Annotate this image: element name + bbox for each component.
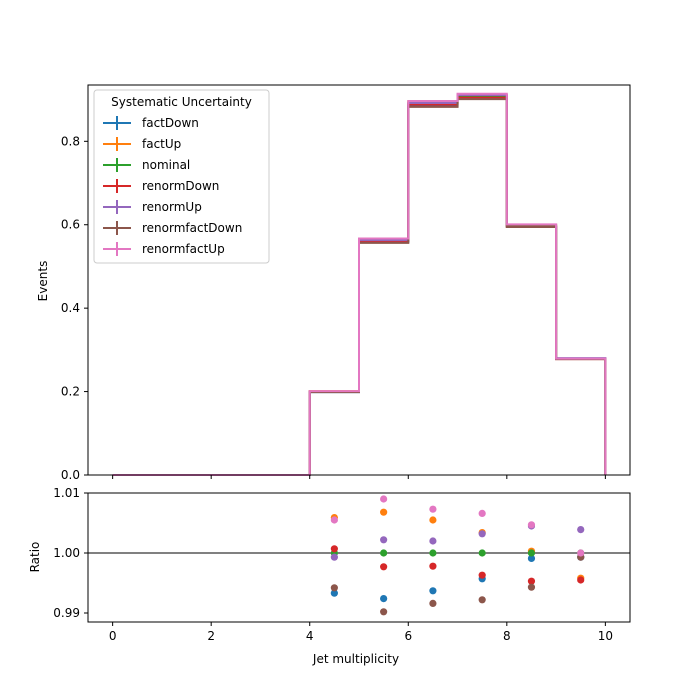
x-tick-label: 10: [598, 629, 613, 643]
ratio-point-renormfactUp: [478, 509, 486, 517]
ratio-point-renormfactUp: [577, 549, 585, 557]
x-tick-label: 0: [109, 629, 117, 643]
legend-label: renormUp: [142, 200, 202, 214]
ratio-point-renormfactDown: [527, 583, 536, 591]
ratio-point-nominal: [478, 549, 486, 557]
main-y-tick-label: 0.0: [61, 468, 80, 482]
main-y-tick-label: 0.8: [61, 134, 80, 148]
legend-item-factDown: factDown: [103, 116, 199, 130]
legend-label: renormDown: [142, 179, 219, 193]
ratio-point-factDown: [527, 554, 536, 563]
legend-box: [93, 89, 270, 264]
legend-label: renormfactUp: [142, 242, 225, 256]
legend-item-factUp: factUp: [103, 137, 181, 151]
ratio-point-renormDown: [478, 571, 486, 579]
ratio-point-factUp: [380, 508, 388, 516]
ratio-point-renormfactUp: [429, 505, 437, 513]
ratio-point-renormUp: [380, 536, 388, 544]
ratio-plot-frame: [87, 492, 631, 623]
legend-item-renormfactUp: renormfactUp: [103, 242, 225, 256]
ratio-y-tick-label: 0.99: [53, 606, 80, 620]
legend-label: renormfactDown: [142, 221, 242, 235]
legend: Systematic Uncertainty factDown factUp nomi…: [93, 89, 270, 264]
legend-label: factUp: [142, 137, 181, 151]
ratio-point-renormUp: [478, 530, 486, 538]
legend-item-nominal: nominal: [103, 158, 190, 172]
x-tick-label: 2: [207, 629, 215, 643]
ratio-point-factDown: [330, 589, 338, 597]
ratio-point-nominal: [527, 549, 536, 557]
ratio-point-renormfactDown: [478, 596, 486, 604]
legend-title: Systematic Uncertainty: [111, 95, 252, 109]
main-y-tick-label: 0.6: [61, 218, 80, 232]
x-tick-label: 6: [404, 629, 412, 643]
legend-label: nominal: [142, 158, 190, 172]
ratio-y-axis-label: Ratio: [28, 542, 42, 573]
legend-label: factDown: [142, 116, 199, 130]
ratio-point-factUp: [429, 516, 437, 524]
x-tick-label: 8: [503, 629, 511, 643]
ratio-point-factDown: [380, 595, 388, 603]
x-axis-label: Jet multiplicity: [312, 652, 399, 666]
ratio-point-renormDown: [527, 577, 536, 585]
ratio-point-renormDown: [380, 563, 388, 571]
ratio-point-renormfactUp: [330, 516, 338, 524]
main-y-axis-label: Events: [36, 261, 50, 302]
ratio-point-renormfactDown: [330, 584, 338, 592]
ratio-point-renormUp: [577, 526, 585, 534]
main-plot: 0.0 0.2 0.4 0.6 0.8 Systematic Uncertainty fac…: [61, 84, 631, 482]
main-y-tick-label: 0.2: [61, 385, 80, 399]
legend-item-renormDown: renormDown: [103, 179, 219, 193]
main-y-tick-label: 0.4: [61, 301, 80, 315]
ratio-point-renormUp: [429, 537, 437, 545]
ratio-point-nominal: [429, 549, 437, 557]
ratio-point-renormfactDown: [429, 599, 437, 608]
ratio-point-renormDown: [330, 545, 338, 553]
main-plot-frame: [87, 84, 631, 476]
ratio-point-renormfactUp: [527, 521, 536, 529]
legend-item-renormUp: renormUp: [103, 200, 202, 214]
ratio-point-renormDown: [429, 562, 437, 570]
ratio-point-nominal: [380, 549, 388, 557]
x-tick-label: 4: [306, 629, 314, 643]
ratio-point-factDown: [429, 587, 437, 595]
legend-item-renormfactDown: renormfactDown: [103, 221, 242, 235]
ratio-plot: 0.99 1.00 1.01 0 2 4 6 8 10: [53, 486, 631, 643]
ratio-point-renormfactDown: [380, 608, 388, 616]
ratio-point-renormUp: [330, 553, 338, 561]
ratio-point-renormfactUp: [380, 495, 388, 503]
ratio-y-tick-label: 1.00: [53, 546, 80, 560]
ratio-y-tick-label: 1.01: [53, 486, 80, 500]
ratio-point-renormDown: [577, 576, 585, 584]
